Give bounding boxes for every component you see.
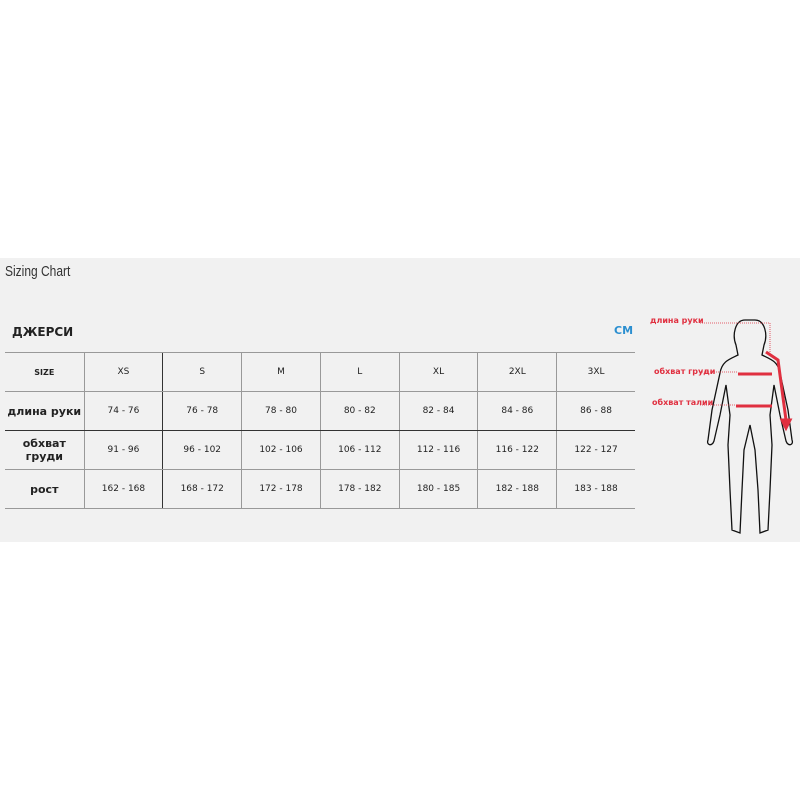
label-chest: обхват груди <box>654 367 716 376</box>
table-row: обхват груди 91 - 96 96 - 102 102 - 106 106 … <box>5 430 635 470</box>
table-cell: 112 - 116 <box>398 430 478 470</box>
table-cell: 102 - 106 <box>241 430 321 470</box>
table-row: рост 162 - 168 168 - 172 172 - 178 178 - 182… <box>5 469 635 509</box>
table-cell: 86 - 88 <box>556 391 635 431</box>
table-cell: 78 - 80 <box>241 391 321 431</box>
table-cell: 2XL <box>477 352 557 392</box>
table-cell: L <box>319 352 400 392</box>
table-cell: 172 - 178 <box>241 469 321 509</box>
table-cell: XL <box>398 352 478 392</box>
table-cell: 82 - 84 <box>398 391 478 431</box>
table-cell: 91 - 96 <box>83 430 163 470</box>
table-cell: 183 - 188 <box>556 469 635 509</box>
row-label: рост <box>5 469 85 509</box>
table-header-row: SIZE XS S M L XL 2XL 3XL <box>5 352 635 392</box>
size-table: SIZE XS S M L XL 2XL 3XL длина руки 74 - 76 76 - 7… <box>5 352 635 509</box>
table-cell: XS <box>83 352 163 392</box>
table-cell: 168 - 172 <box>162 469 242 509</box>
table-cell: S <box>162 352 242 392</box>
unit-label: CM <box>614 324 634 337</box>
table-cell: 182 - 188 <box>477 469 557 509</box>
label-arm-length: длина руки <box>650 316 704 325</box>
body-figure-icon <box>700 319 794 534</box>
table-cell: 122 - 127 <box>556 430 635 470</box>
table-cell: 116 - 122 <box>477 430 557 470</box>
table-row: длина руки 74 - 76 76 - 78 78 - 80 80 - 82 82… <box>5 391 635 431</box>
table-cell: 162 - 168 <box>83 469 163 509</box>
page-title: Sizing Chart <box>5 263 71 280</box>
row-label: обхват груди <box>5 430 85 470</box>
table-cell: 178 - 182 <box>319 469 400 509</box>
table-cell: 180 - 185 <box>398 469 478 509</box>
table-cell: 74 - 76 <box>83 391 163 431</box>
table-cell: 84 - 86 <box>477 391 557 431</box>
row-label: длина руки <box>5 391 85 431</box>
table-cell: M <box>241 352 321 392</box>
row-label: SIZE <box>5 352 85 392</box>
table-cell: 80 - 82 <box>319 391 400 431</box>
section-title: ДЖЕРСИ <box>12 325 74 339</box>
table-cell: 106 - 112 <box>319 430 400 470</box>
table-cell: 96 - 102 <box>162 430 242 470</box>
label-waist: обхват талии <box>652 398 714 407</box>
table-cell: 76 - 78 <box>162 391 242 431</box>
table-cell: 3XL <box>556 352 635 392</box>
